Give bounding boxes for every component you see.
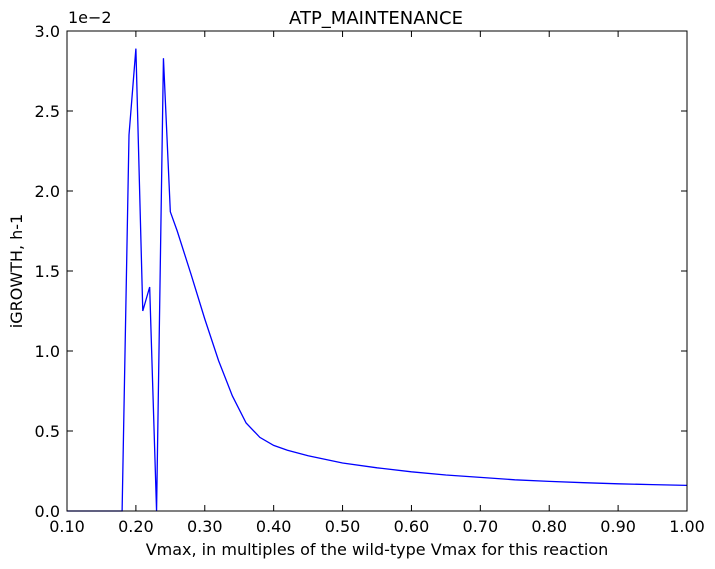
axis-ticks: 0.10 0.20 0.30 0.40 0.50 0.60 0.70 0.80 0.90 1.00… [35,22,705,536]
x-tick-label: 0.40 [256,517,292,536]
x-axis-title: Vmax, in multiples of the wild-type Vmax… [146,540,609,559]
x-tick-label: 0.30 [187,517,223,536]
x-tick-label: 0.20 [118,517,154,536]
x-tick-label: 0.50 [325,517,361,536]
plot-area [67,48,688,512]
y-tick-label: 0.5 [35,422,60,441]
y-tick-label: 0.0 [35,502,60,521]
chart-title: ATP_MAINTENANCE [289,8,463,29]
x-tick-label: 1.00 [669,517,705,536]
y-axis-title: iGROWTH, h-1 [7,214,26,328]
y-offset-label: 1e−2 [68,8,112,27]
y-tick-label: 1.0 [35,342,60,361]
y-tick-label: 3.0 [35,22,60,41]
x-tick-label: 0.90 [600,517,636,536]
series-line [67,48,688,512]
x-tick-label: 0.80 [531,517,567,536]
y-tick-label: 2.0 [35,182,60,201]
x-tick-label: 0.60 [394,517,430,536]
x-tick-label: 0.10 [49,517,85,536]
y-tick-label: 1.5 [35,262,60,281]
y-tick-label: 2.5 [35,102,60,121]
plot-frame [66,30,688,512]
x-tick-label: 0.70 [463,517,499,536]
